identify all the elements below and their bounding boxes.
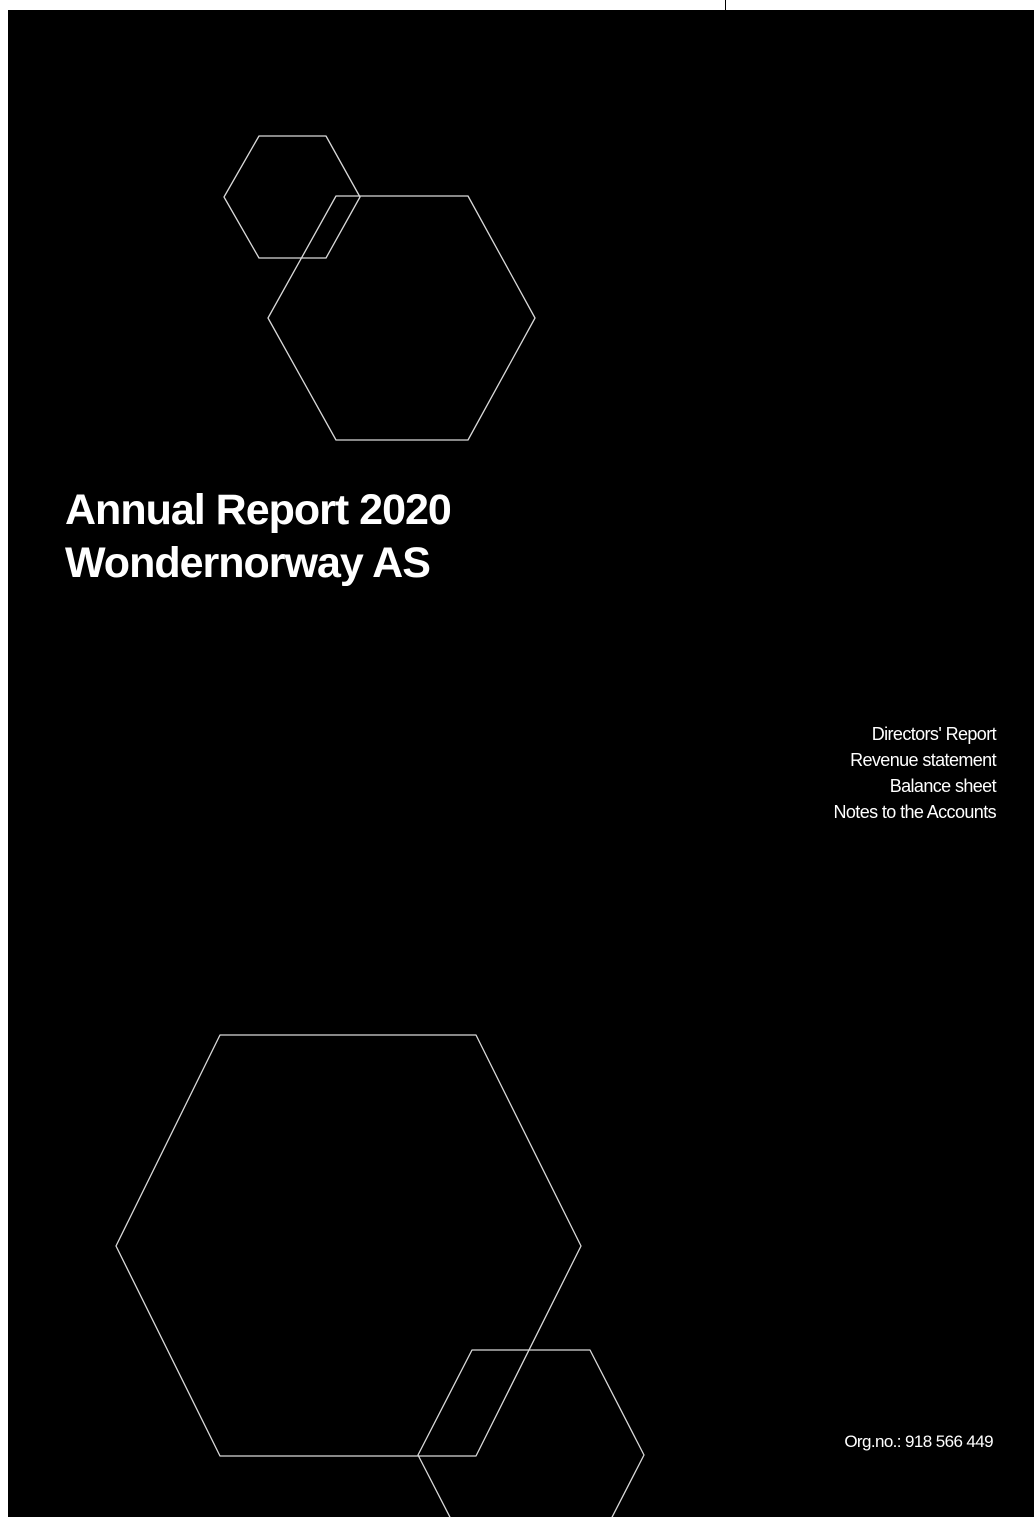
hexagon-outline-icon <box>115 1034 582 1457</box>
contents-item: Revenue statement <box>850 750 997 770</box>
report-title: Annual Report 2020 Wondernorway AS <box>65 484 452 590</box>
title-line-1: Annual Report 2020 <box>65 486 452 534</box>
hexagon-outline-icon <box>417 1349 645 1517</box>
contents-list: Directors' Report Revenue statement Bala… <box>833 721 996 825</box>
hexagon-outline-icon <box>223 135 361 259</box>
contents-item: Notes to the Accounts <box>833 802 996 822</box>
cover-panel: Annual Report 2020 Wondernorway AS Direc… <box>8 10 1034 1517</box>
hexagon-outline-icon <box>267 195 536 441</box>
org-number: Org.no.: 918 566 449 <box>844 1432 993 1451</box>
page-edge-line <box>725 0 726 10</box>
contents-item: Balance sheet <box>889 776 997 796</box>
hexagon-decoration <box>115 135 645 1517</box>
title-line-2: Wondernorway AS <box>65 539 431 587</box>
contents-item: Directors' Report <box>871 724 997 744</box>
